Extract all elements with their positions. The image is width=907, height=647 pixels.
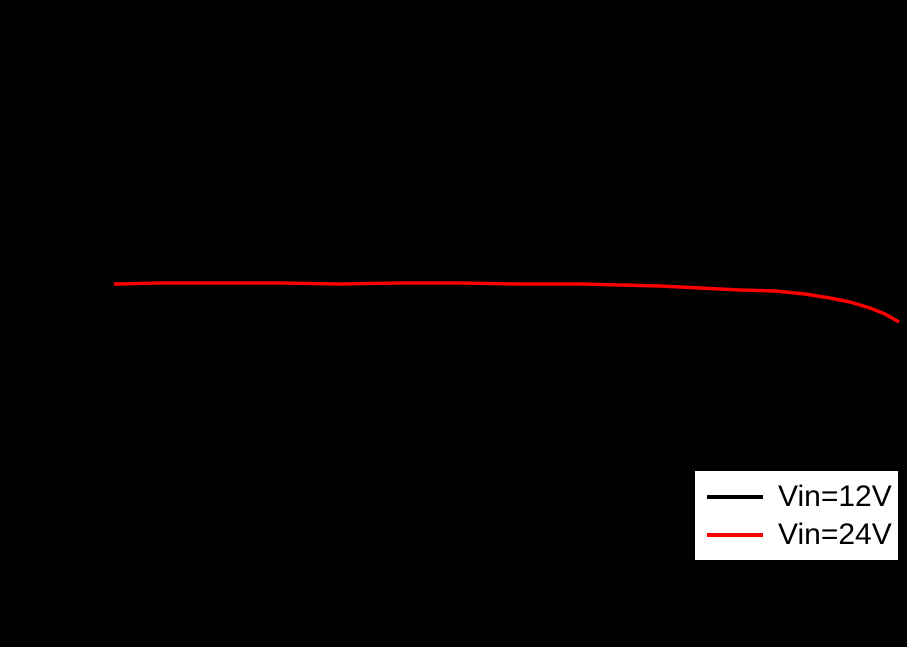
legend-label-vin24: Vin=24V	[778, 518, 892, 551]
legend-line-swatch-vin24	[707, 532, 763, 537]
legend: Vin=12V Vin=24V	[694, 470, 899, 561]
legend-line-swatch-vin12	[707, 494, 763, 499]
legend-entry-vin12: Vin=12V	[707, 481, 898, 512]
legend-entry-vin24: Vin=24V	[707, 519, 898, 550]
legend-label-vin12: Vin=12V	[778, 480, 892, 513]
series-line-vin-24v	[113, 281, 900, 324]
